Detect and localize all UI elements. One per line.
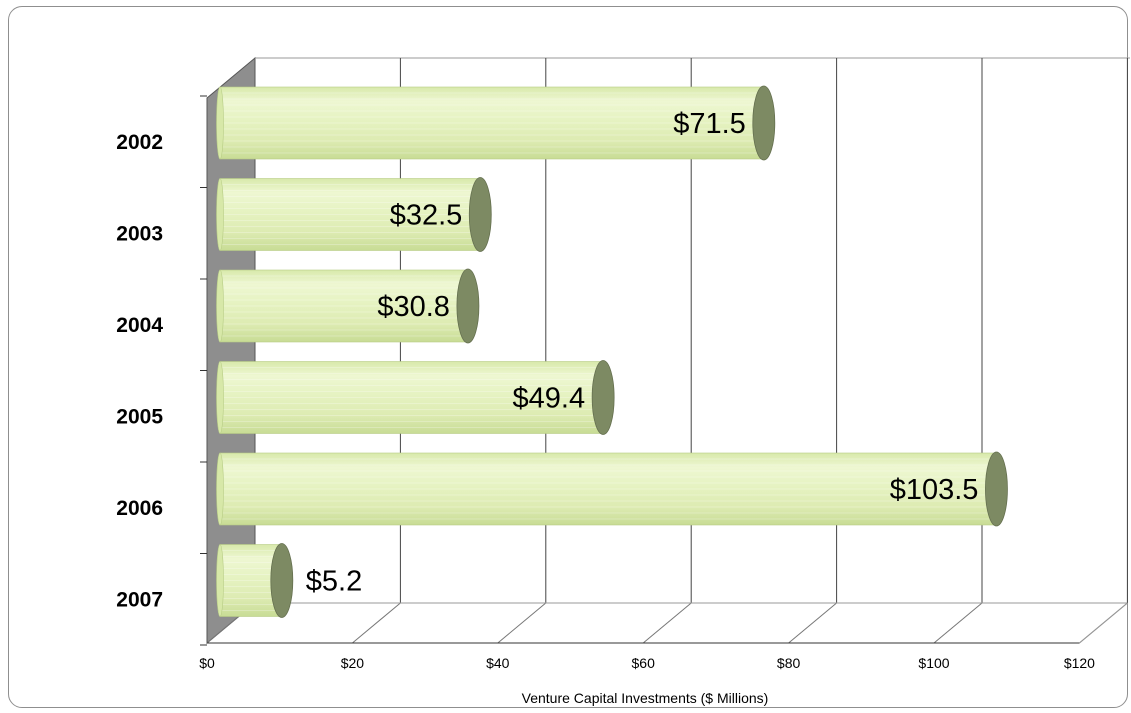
bar-start-cap	[216, 178, 224, 251]
category-label-2004: 2004	[116, 314, 163, 337]
x-tick-label: $100	[918, 655, 949, 671]
x-axis-title: Venture Capital Investments ($ Millions)	[522, 690, 769, 706]
chart-floor	[206, 602, 1128, 644]
bars: $71.5 $32.5 $30.8 $49.4 $103.5 $5.2	[216, 85, 1008, 618]
bar-start-cap	[216, 544, 224, 617]
bar-start-cap	[216, 361, 224, 434]
bar-2005: $49.4	[216, 360, 615, 435]
bar-start-cap	[216, 269, 224, 343]
data-label-2003: $32.5	[390, 200, 463, 232]
bar-end-cap	[985, 451, 1008, 527]
bar-end-cap	[591, 360, 615, 435]
bar-body	[219, 452, 997, 526]
floor-line	[352, 602, 401, 644]
bar-2003: $32.5	[216, 177, 492, 252]
category-label-2006: 2006	[116, 497, 163, 520]
category-label-2005: 2005	[116, 406, 163, 429]
bar-2004: $30.8	[216, 268, 480, 344]
floor-right-edge	[1079, 602, 1128, 644]
y-category-labels: 2002 2003 2004 2005 2006 2007	[116, 131, 163, 612]
floor-line	[642, 602, 692, 644]
data-label-2006: $103.5	[890, 474, 979, 506]
x-tick-label: $20	[341, 655, 365, 671]
x-tick-label: $60	[632, 655, 656, 671]
data-label-2004: $30.8	[377, 291, 450, 323]
data-label-2002: $71.5	[673, 108, 746, 140]
bar-body	[219, 178, 481, 251]
x-tick-label: $80	[777, 655, 801, 671]
category-label-2007: 2007	[116, 589, 163, 612]
x-tick-label: $0	[199, 655, 215, 671]
y-category-ticks	[200, 95, 207, 646]
data-label-2007: $5.2	[306, 566, 362, 598]
bar-2002: $71.5	[216, 85, 776, 161]
bar-2007: $5.2	[216, 543, 362, 618]
x-tick-label: $120	[1064, 655, 1095, 671]
category-label-2002: 2002	[116, 131, 163, 154]
bar-end-cap	[456, 268, 480, 344]
bar-body	[219, 86, 765, 160]
floor-line	[933, 602, 983, 644]
bar-start-cap	[216, 452, 224, 526]
bar-end-cap	[468, 177, 492, 252]
bar-end-cap	[270, 543, 294, 618]
floor-line	[497, 602, 547, 644]
bar-body	[219, 269, 469, 343]
x-tick-label: $40	[486, 655, 510, 671]
bar-end-cap	[752, 85, 776, 161]
data-label-2005: $49.4	[513, 383, 586, 415]
x-tick-labels: $0 $20 $40 $60 $80 $100 $120	[199, 655, 1095, 671]
bar-2006: $103.5	[216, 451, 1008, 527]
floor-line	[788, 602, 837, 644]
bar-start-cap	[216, 86, 224, 160]
category-label-2003: 2003	[116, 223, 163, 246]
